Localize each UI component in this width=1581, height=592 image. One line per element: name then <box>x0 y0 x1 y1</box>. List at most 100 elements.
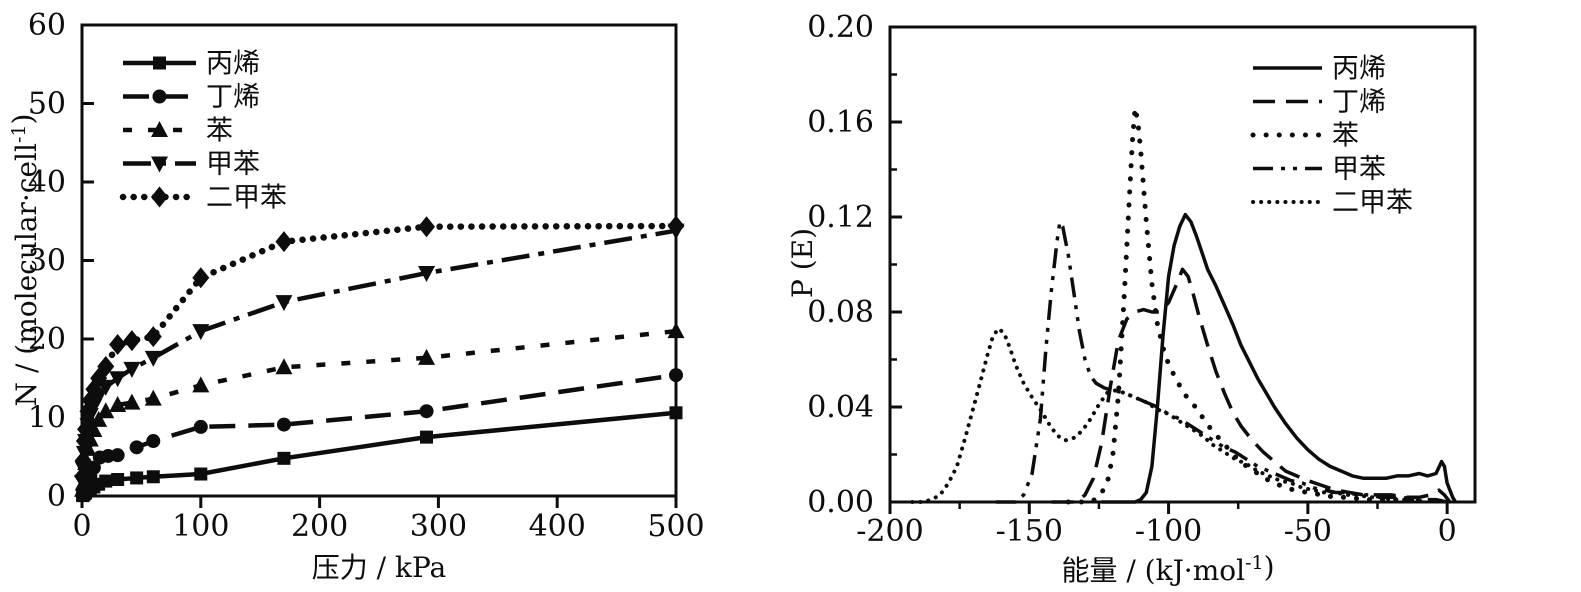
series-propylene-line <box>1101 212 1458 504</box>
diamond-marker <box>151 186 168 208</box>
legend-label-propylene: 丙烯 <box>206 49 260 80</box>
legend-item-toluene: 甲苯 <box>1253 154 1386 185</box>
legend-item-butene: 丁烯 <box>1253 87 1386 118</box>
triangle-down-marker <box>192 324 210 341</box>
y-tick-label: 60 <box>28 8 66 43</box>
y-tick-label: 20 <box>28 322 66 357</box>
diamond-marker <box>74 450 92 472</box>
square-marker <box>669 406 683 420</box>
square-marker <box>111 473 125 487</box>
legend-label-butene: 丁烯 <box>1332 87 1386 118</box>
square-marker <box>99 474 113 488</box>
series-butene-markers <box>75 368 683 503</box>
y-tick-label: 0.16 <box>807 105 874 140</box>
x-tick-label: -50 <box>1284 514 1332 549</box>
circle-marker <box>419 404 434 419</box>
triangle-down-marker <box>123 361 141 378</box>
circle-marker <box>276 417 291 432</box>
diamond-marker <box>192 267 210 289</box>
triangle-up-marker <box>97 402 115 419</box>
triangle-up-marker <box>90 410 108 427</box>
x-tick-label: -100 <box>1135 514 1202 549</box>
diamond-marker <box>97 355 115 377</box>
legend-item-butene: 丁烯 <box>123 82 260 113</box>
y-tick-label: 0.00 <box>807 485 874 520</box>
circle-marker <box>669 368 683 383</box>
legend-item-propylene: 丙烯 <box>123 49 260 80</box>
series-benzene-line <box>80 328 677 490</box>
x-tick-label: 0 <box>72 509 91 544</box>
diamond-marker <box>275 231 293 253</box>
y-tick-label: 0 <box>47 479 66 514</box>
x-tick-label: 300 <box>410 509 467 544</box>
legend-label-xylene: 二甲苯 <box>206 183 287 214</box>
legend-label-propylene: 丙烯 <box>1332 54 1386 85</box>
isotherm-chart: 0 100 200 300 400 500 0 10 20 30 40 50 60 压力 / kPa N /… <box>6 8 704 584</box>
square-marker <box>153 56 166 70</box>
y-tick-label: 50 <box>28 87 66 122</box>
triangle-down-marker <box>418 266 436 283</box>
triangle-up-marker <box>109 395 127 412</box>
y-tick-label: 0.12 <box>807 200 874 235</box>
y-tick-label: 0.08 <box>807 295 874 330</box>
triangle-up-marker <box>275 358 293 375</box>
series-xylene-markers <box>74 215 685 487</box>
x-axis-label: 能量 / (kJ·mol-1) <box>1061 550 1274 587</box>
y-tick-label: 0.20 <box>807 10 874 45</box>
x-tick-label: 0 <box>1438 514 1457 549</box>
axis-frame <box>888 25 1477 504</box>
y-tick-label: 30 <box>28 244 66 279</box>
circle-marker <box>129 440 144 455</box>
circle-marker <box>146 434 161 449</box>
triangle-up-marker <box>144 389 162 406</box>
square-marker <box>277 451 291 465</box>
diamond-marker <box>123 330 141 352</box>
series-xylene-line <box>79 222 680 480</box>
square-marker <box>146 470 160 484</box>
diamond-marker <box>74 465 92 487</box>
series-propylene-line <box>80 410 677 498</box>
diamond-marker <box>144 326 162 348</box>
y-tick-label: 0.04 <box>807 390 874 425</box>
series-butene-line <box>1051 267 1452 504</box>
diamond-marker <box>418 216 436 238</box>
x-tick-label: 500 <box>647 509 704 544</box>
x-tick-label: -200 <box>856 514 923 549</box>
legend-label-benzene: 苯 <box>1332 121 1359 152</box>
diamond-marker <box>667 215 685 237</box>
y-axis-label: P (E) <box>786 228 819 298</box>
diamond-marker <box>109 333 127 355</box>
legend-label-toluene: 甲苯 <box>1332 154 1386 185</box>
energy-distribution-chart: -200 -150 -100 -50 0 0.00 0.04 0.08 0.12 0.16 0.20… <box>786 10 1477 587</box>
triangle-up-marker <box>123 393 141 410</box>
legend-item-xylene: 二甲苯 <box>1251 188 1413 219</box>
circle-marker <box>110 448 125 463</box>
legend-label-toluene: 甲苯 <box>206 149 260 180</box>
circle-marker <box>193 419 208 434</box>
square-marker <box>194 467 208 481</box>
triangle-up-marker <box>667 322 685 339</box>
triangle-down-marker <box>144 350 162 367</box>
x-axis-label: 压力 / kPa <box>312 551 446 584</box>
circle-marker <box>152 89 167 104</box>
y-axis-label: N / (molecular·cell-1) <box>6 114 43 407</box>
x-tick-label: 200 <box>291 509 348 544</box>
x-tick-label: 100 <box>172 509 229 544</box>
square-marker <box>420 430 434 444</box>
legend-label-xylene: 二甲苯 <box>1332 188 1413 219</box>
triangle-down-marker <box>109 371 127 388</box>
x-tick-label: 400 <box>529 509 586 544</box>
legend-label-benzene: 苯 <box>206 116 233 147</box>
triangle-down-marker <box>275 295 293 312</box>
triangle-down-marker <box>151 156 168 173</box>
y-tick-label: 40 <box>28 165 66 200</box>
legend-item-benzene: 苯 <box>123 116 233 147</box>
triangle-up-marker <box>192 376 210 393</box>
legend-label-butene: 丁烯 <box>206 82 260 113</box>
square-marker <box>130 471 144 485</box>
diamond-marker <box>77 418 95 440</box>
